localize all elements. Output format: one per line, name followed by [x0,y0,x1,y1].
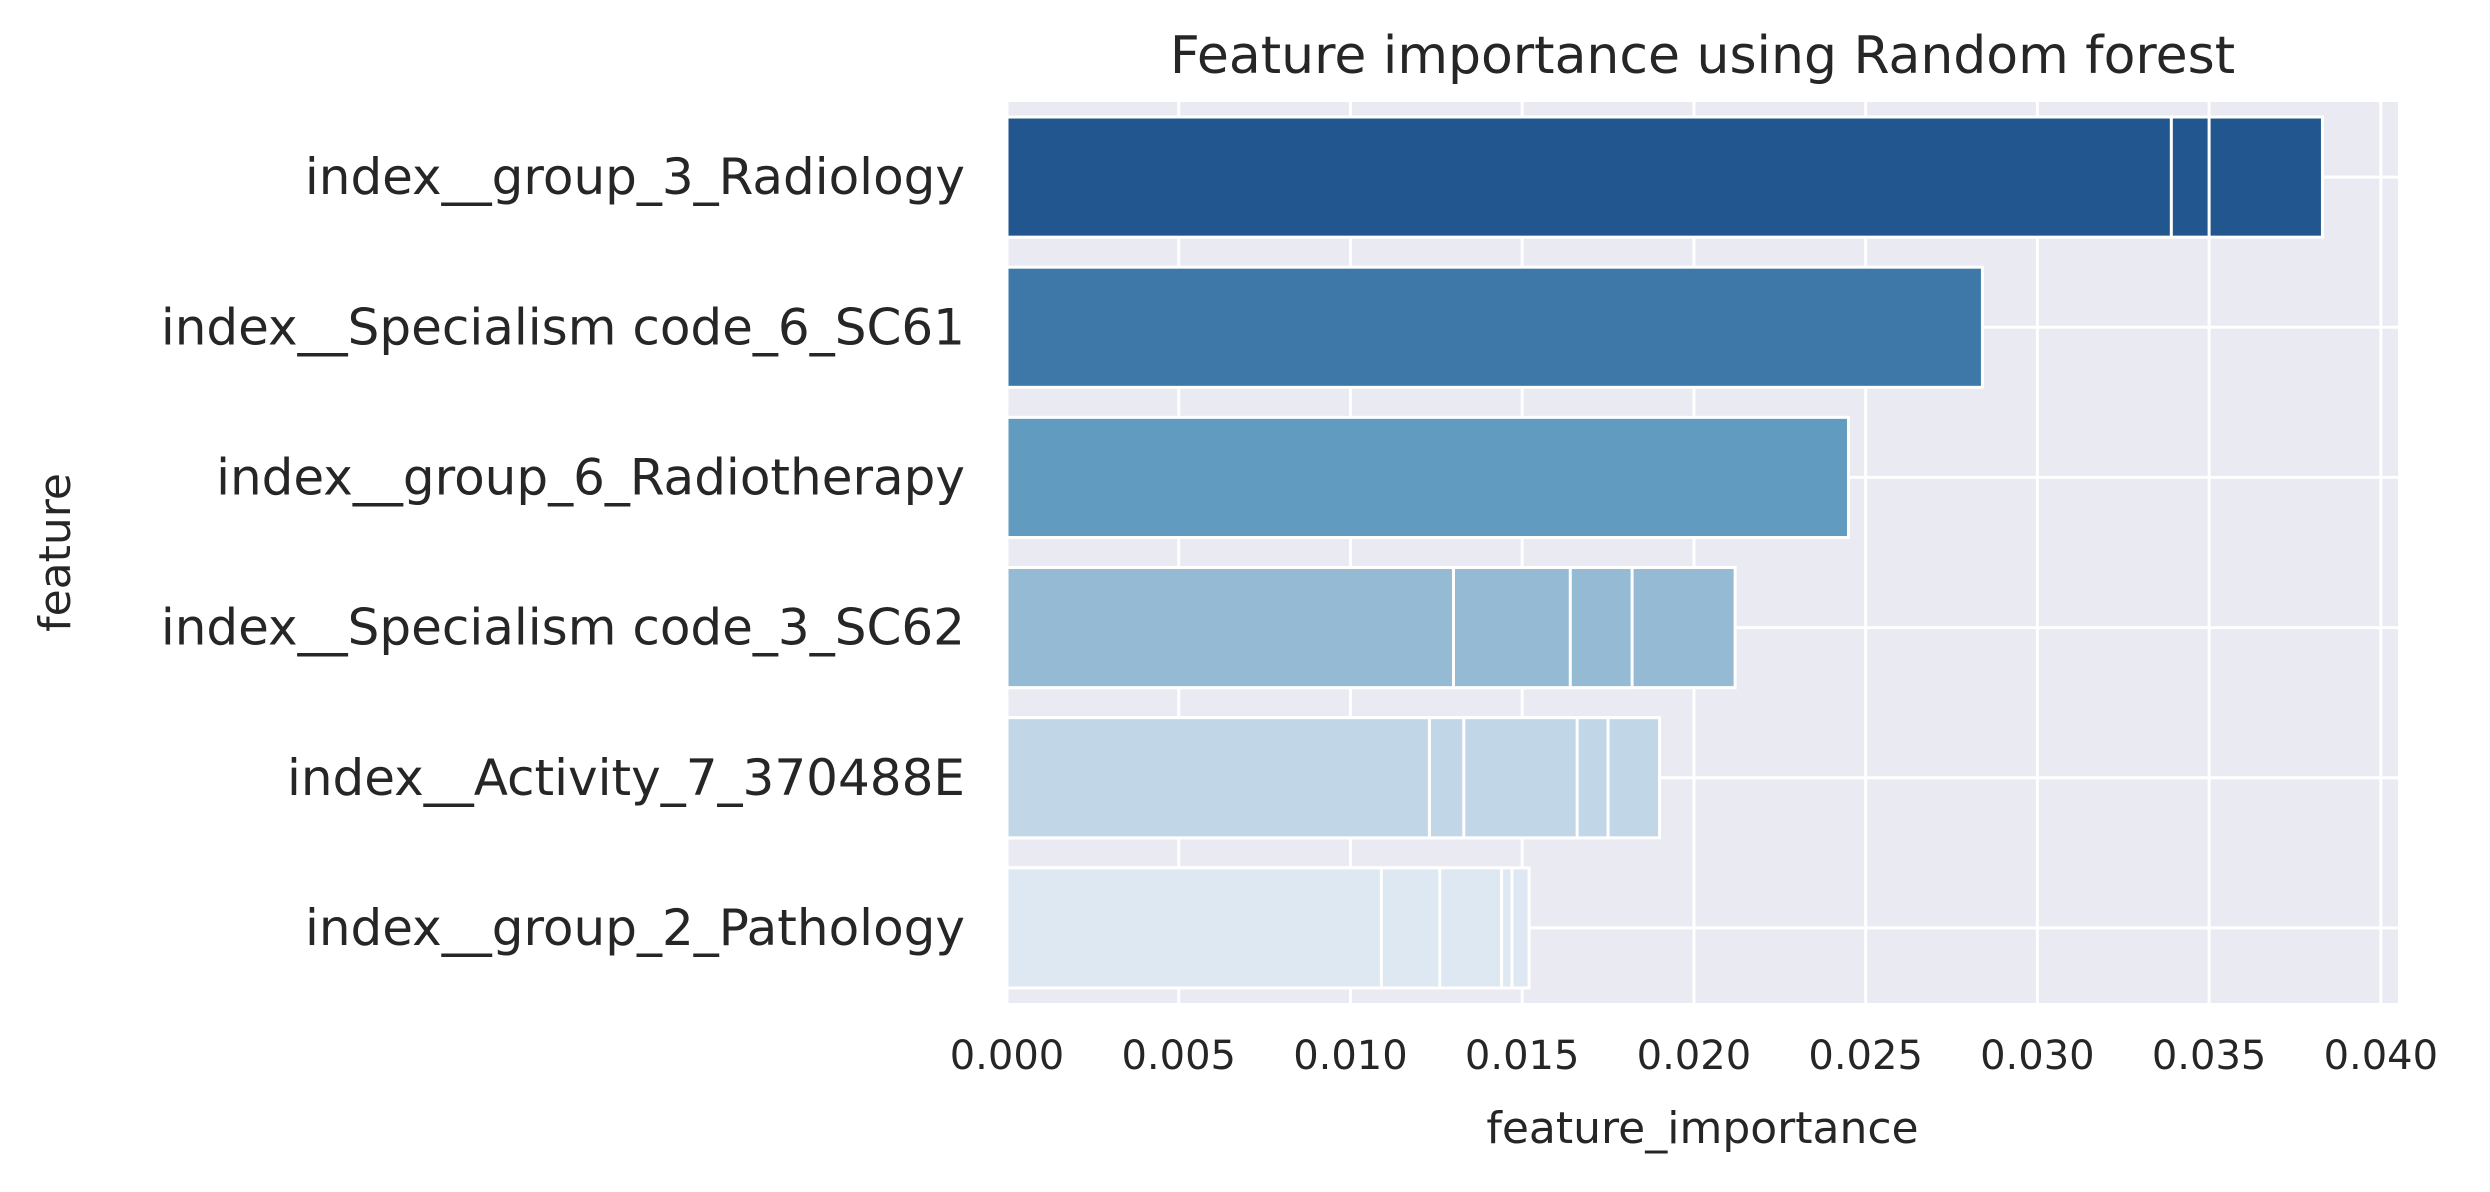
bar-segment [1005,265,1984,389]
x-tick-label: 0.020 [1637,1033,1752,1079]
y-tick-label: index__Specialism code_6_SC61 [161,298,965,356]
y-tick-label: index__Activity_7_370488E [287,749,965,807]
x-tick-label: 0.040 [2324,1033,2439,1079]
plot-background [1007,102,2398,1003]
bars [1005,115,2324,990]
y-tick-label: index__Specialism code_3_SC62 [161,599,965,657]
x-tick-label: 0.035 [2152,1033,2267,1079]
x-tick-label: 0.015 [1465,1033,1580,1079]
y-tick-label: index__group_3_Radiology [305,148,965,206]
x-tick-label: 0.030 [1980,1033,2095,1079]
x-tick-labels: 0.000 0.005 0.010 0.015 0.020 0.025 0.030 0.035… [950,1033,2438,1079]
y-tick-label: index__group_2_Pathology [305,899,965,957]
bar-segment [1005,415,1850,539]
x-tick-label: 0.000 [950,1033,1065,1079]
y-tick-label: index__group_6_Radiotherapy [216,448,965,506]
bar-segment [1005,566,1455,690]
x-tick-label: 0.005 [1121,1033,1236,1079]
y-axis-label: feature [30,473,81,632]
y-tick-labels: index__group_3_Radiology index__Specialis… [161,148,965,957]
bar-segment [1005,716,1431,840]
x-axis-label: feature_importance [1486,1103,1918,1154]
x-tick-label: 0.010 [1293,1033,1408,1079]
chart-title: Feature importance using Random forest [1170,26,2235,86]
bar-segment [1005,115,2173,239]
x-tick-label: 0.025 [1808,1033,1923,1079]
bar-segment [1005,866,1383,990]
